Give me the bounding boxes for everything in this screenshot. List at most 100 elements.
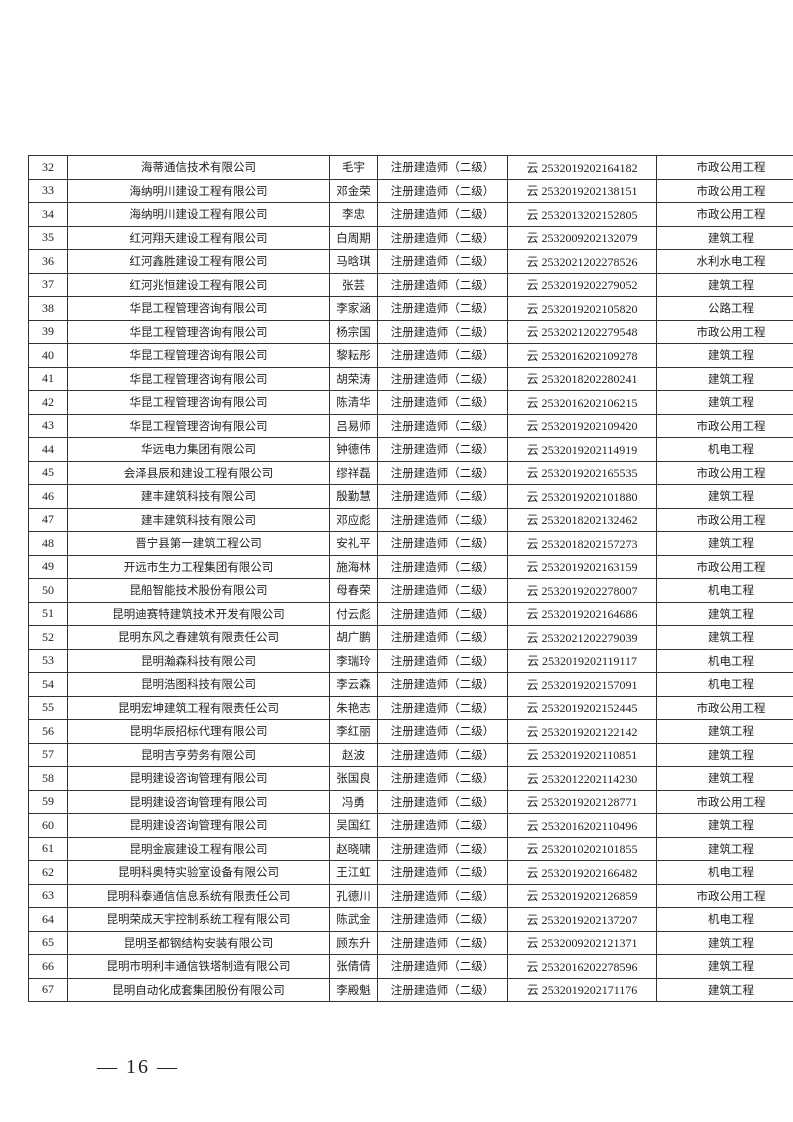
- qualification-cell: 注册建造师（二级）: [377, 531, 508, 556]
- row-number-cell: 67: [28, 977, 68, 1002]
- person-name-cell: 吕易师: [329, 413, 378, 438]
- specialty-cell: 市政公用工程: [656, 789, 793, 814]
- company-name-cell: 昆明市明利丰通信铁塔制造有限公司: [67, 954, 330, 979]
- company-name-cell: 海纳明川建设工程有限公司: [67, 202, 330, 227]
- qualification-cell: 注册建造师（二级）: [377, 601, 508, 626]
- table-row: 55 昆明宏坤建筑工程有限责任公司 朱艳志 注册建造师（二级）云 2532019202…: [28, 695, 793, 720]
- registration-number-cell: 云 2532018202157273: [507, 531, 657, 556]
- table-row: 44 华远电力集团有限公司 钟德伟 注册建造师（二级）云 25320192021149…: [28, 437, 793, 462]
- person-name-cell: 胡广鹏: [329, 625, 378, 650]
- registration-number-cell: 云 2532019202164686: [507, 601, 657, 626]
- specialty-cell: 机电工程: [656, 907, 793, 932]
- qualification-cell: 注册建造师（二级）: [377, 930, 508, 955]
- specialty-cell: 建筑工程: [656, 954, 793, 979]
- person-name-cell: 李瑞玲: [329, 648, 378, 673]
- person-name-cell: 王江虹: [329, 860, 378, 885]
- qualification-cell: 注册建造师（二级）: [377, 155, 508, 180]
- registration-number-cell: 云 2532009202121371: [507, 930, 657, 955]
- person-name-cell: 陈清华: [329, 390, 378, 415]
- row-number-cell: 60: [28, 813, 68, 838]
- person-name-cell: 朱艳志: [329, 695, 378, 720]
- person-name-cell: 李殿魁: [329, 977, 378, 1002]
- row-number-cell: 38: [28, 296, 68, 321]
- registration-number-cell: 云 2532019202152445: [507, 695, 657, 720]
- qualification-cell: 注册建造师（二级）: [377, 437, 508, 462]
- qualification-cell: 注册建造师（二级）: [377, 789, 508, 814]
- table-row: 58 昆明建设咨询管理有限公司 张国良 注册建造师（二级）云 253201220211…: [28, 766, 793, 791]
- table-row: 43 华昆工程管理咨询有限公司 吕易师 注册建造师（二级）云 253201920210…: [28, 413, 793, 438]
- row-number-cell: 39: [28, 319, 68, 344]
- person-name-cell: 陈武金: [329, 907, 378, 932]
- person-name-cell: 顾东升: [329, 930, 378, 955]
- row-number-cell: 56: [28, 719, 68, 744]
- row-number-cell: 50: [28, 578, 68, 603]
- row-number-cell: 61: [28, 836, 68, 861]
- specialty-cell: 建筑工程: [656, 625, 793, 650]
- qualification-cell: 注册建造师（二级）: [377, 954, 508, 979]
- person-name-cell: 李红丽: [329, 719, 378, 744]
- person-name-cell: 孔德川: [329, 883, 378, 908]
- row-number-cell: 32: [28, 155, 68, 180]
- row-number-cell: 52: [28, 625, 68, 650]
- specialty-cell: 水利水电工程: [656, 249, 793, 274]
- registration-number-cell: 云 2532019202101880: [507, 484, 657, 509]
- qualification-cell: 注册建造师（二级）: [377, 860, 508, 885]
- company-name-cell: 昆明建设咨询管理有限公司: [67, 766, 330, 791]
- person-name-cell: 赵晓啸: [329, 836, 378, 861]
- specialty-cell: 市政公用工程: [656, 695, 793, 720]
- table-row: 33 海纳明川建设工程有限公司 邓金荣 注册建造师（二级）云 253201920213…: [28, 178, 793, 203]
- row-number-cell: 40: [28, 343, 68, 368]
- table-row: 50 昆船智能技术股份有限公司 母春荣 注册建造师（二级）云 253201920227…: [28, 578, 793, 603]
- company-name-cell: 华昆工程管理咨询有限公司: [67, 366, 330, 391]
- registration-number-cell: 云 2532019202165535: [507, 460, 657, 485]
- specialty-cell: 机电工程: [656, 437, 793, 462]
- registration-number-cell: 云 2532019202278007: [507, 578, 657, 603]
- specialty-cell: 市政公用工程: [656, 883, 793, 908]
- person-name-cell: 李家涵: [329, 296, 378, 321]
- person-name-cell: 杨宗国: [329, 319, 378, 344]
- registration-number-cell: 云 2532019202109420: [507, 413, 657, 438]
- person-name-cell: 胡荣涛: [329, 366, 378, 391]
- specialty-cell: 市政公用工程: [656, 155, 793, 180]
- table-row: 32 海蒂通信技术有限公司 毛宇 注册建造师（二级）云 253201920216418…: [28, 155, 793, 180]
- table-row: 51 昆明迪赛特建筑技术开发有限公司 付云彪 注册建造师（二级）云 253201920…: [28, 601, 793, 626]
- registration-number-cell: 云 2532019202114919: [507, 437, 657, 462]
- row-number-cell: 44: [28, 437, 68, 462]
- specialty-cell: 建筑工程: [656, 766, 793, 791]
- specialty-cell: 市政公用工程: [656, 460, 793, 485]
- person-name-cell: 冯勇: [329, 789, 378, 814]
- row-number-cell: 58: [28, 766, 68, 791]
- qualification-cell: 注册建造师（二级）: [377, 202, 508, 227]
- row-number-cell: 57: [28, 742, 68, 767]
- registration-number-cell: 云 2532012202114230: [507, 766, 657, 791]
- company-name-cell: 晋宁县第一建筑工程公司: [67, 531, 330, 556]
- specialty-cell: 建筑工程: [656, 977, 793, 1002]
- table-row: 45 会泽县辰和建设工程有限公司 缪祥磊 注册建造师（二级）云 25320192021…: [28, 460, 793, 485]
- company-name-cell: 昆明吉亨劳务有限公司: [67, 742, 330, 767]
- registration-number-cell: 云 2532018202132462: [507, 507, 657, 532]
- company-name-cell: 建丰建筑科技有限公司: [67, 507, 330, 532]
- table-row: 52 昆明东风之春建筑有限责任公司 胡广鹏 注册建造师（二级）云 2532021202…: [28, 625, 793, 650]
- specialty-cell: 建筑工程: [656, 531, 793, 556]
- row-number-cell: 65: [28, 930, 68, 955]
- company-name-cell: 昆明瀚森科技有限公司: [67, 648, 330, 673]
- qualification-cell: 注册建造师（二级）: [377, 907, 508, 932]
- qualification-cell: 注册建造师（二级）: [377, 460, 508, 485]
- person-name-cell: 邓金荣: [329, 178, 378, 203]
- row-number-cell: 66: [28, 954, 68, 979]
- person-name-cell: 李忠: [329, 202, 378, 227]
- table-row: 41 华昆工程管理咨询有限公司 胡荣涛 注册建造师（二级）云 253201820228…: [28, 366, 793, 391]
- row-number-cell: 54: [28, 672, 68, 697]
- row-number-cell: 55: [28, 695, 68, 720]
- company-name-cell: 昆明浩图科技有限公司: [67, 672, 330, 697]
- specialty-cell: 建筑工程: [656, 390, 793, 415]
- row-number-cell: 64: [28, 907, 68, 932]
- qualification-cell: 注册建造师（二级）: [377, 366, 508, 391]
- company-name-cell: 昆明金宸建设工程有限公司: [67, 836, 330, 861]
- qualification-cell: 注册建造师（二级）: [377, 883, 508, 908]
- person-name-cell: 殷勤慧: [329, 484, 378, 509]
- page-number: — 16 —: [97, 1056, 179, 1078]
- registration-number-cell: 云 2532019202105820: [507, 296, 657, 321]
- company-name-cell: 海纳明川建设工程有限公司: [67, 178, 330, 203]
- table-row: 36 红河鑫胜建设工程有限公司 马晗琪 注册建造师（二级）云 253202120227…: [28, 249, 793, 274]
